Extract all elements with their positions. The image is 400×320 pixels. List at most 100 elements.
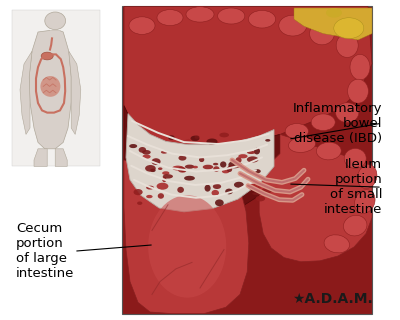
Polygon shape — [20, 51, 32, 134]
Ellipse shape — [220, 161, 226, 168]
Polygon shape — [294, 8, 372, 40]
Ellipse shape — [288, 137, 316, 152]
FancyBboxPatch shape — [122, 6, 372, 314]
Ellipse shape — [156, 183, 168, 190]
Ellipse shape — [157, 10, 183, 26]
Text: Ileum
portion
of small
intestine: Ileum portion of small intestine — [324, 158, 382, 216]
Ellipse shape — [181, 168, 186, 172]
Polygon shape — [12, 10, 100, 166]
Ellipse shape — [204, 185, 211, 192]
Ellipse shape — [344, 215, 367, 236]
Ellipse shape — [247, 151, 256, 154]
Text: ★A.D.A.M.: ★A.D.A.M. — [292, 292, 372, 306]
Ellipse shape — [344, 148, 366, 168]
Ellipse shape — [248, 184, 259, 190]
Polygon shape — [50, 30, 60, 38]
Ellipse shape — [186, 7, 214, 22]
Ellipse shape — [225, 188, 233, 194]
Polygon shape — [124, 144, 249, 314]
Ellipse shape — [247, 156, 258, 163]
Ellipse shape — [248, 11, 276, 28]
Ellipse shape — [348, 79, 368, 103]
Ellipse shape — [194, 135, 200, 139]
Ellipse shape — [324, 235, 350, 253]
Ellipse shape — [41, 52, 53, 60]
Ellipse shape — [316, 142, 341, 160]
Ellipse shape — [336, 34, 358, 58]
Ellipse shape — [184, 176, 195, 180]
Ellipse shape — [129, 17, 155, 35]
Ellipse shape — [45, 12, 66, 30]
Ellipse shape — [168, 135, 175, 140]
Ellipse shape — [219, 132, 229, 137]
Ellipse shape — [40, 76, 60, 97]
Ellipse shape — [222, 170, 230, 173]
Polygon shape — [124, 6, 372, 146]
Ellipse shape — [256, 196, 265, 201]
Ellipse shape — [238, 154, 248, 158]
Ellipse shape — [218, 8, 245, 24]
Ellipse shape — [358, 165, 377, 188]
Ellipse shape — [228, 165, 239, 168]
Ellipse shape — [336, 103, 359, 123]
Ellipse shape — [311, 114, 335, 131]
Ellipse shape — [148, 195, 226, 298]
Ellipse shape — [134, 189, 143, 195]
Polygon shape — [259, 134, 372, 262]
Ellipse shape — [146, 195, 153, 198]
Ellipse shape — [213, 166, 220, 172]
Ellipse shape — [129, 144, 137, 148]
Ellipse shape — [142, 155, 151, 159]
Ellipse shape — [215, 199, 224, 206]
Polygon shape — [126, 114, 274, 212]
Ellipse shape — [145, 165, 156, 172]
Polygon shape — [69, 51, 81, 134]
Ellipse shape — [162, 171, 170, 175]
Ellipse shape — [185, 139, 192, 142]
Ellipse shape — [212, 190, 219, 196]
Ellipse shape — [146, 186, 154, 189]
Ellipse shape — [163, 174, 173, 179]
Ellipse shape — [185, 164, 194, 169]
Ellipse shape — [152, 158, 161, 165]
Ellipse shape — [190, 136, 200, 141]
Ellipse shape — [192, 166, 198, 168]
Ellipse shape — [254, 169, 261, 173]
Ellipse shape — [213, 163, 218, 165]
Ellipse shape — [262, 188, 272, 193]
Ellipse shape — [310, 22, 334, 45]
Ellipse shape — [137, 202, 142, 205]
Polygon shape — [55, 149, 67, 166]
Ellipse shape — [178, 167, 186, 172]
Ellipse shape — [285, 124, 308, 139]
Ellipse shape — [203, 165, 213, 169]
Ellipse shape — [199, 157, 204, 162]
Ellipse shape — [162, 177, 166, 182]
Ellipse shape — [237, 163, 242, 166]
Ellipse shape — [234, 182, 244, 188]
Ellipse shape — [158, 193, 164, 199]
Ellipse shape — [161, 151, 168, 154]
Ellipse shape — [236, 157, 242, 163]
Ellipse shape — [250, 184, 261, 189]
Ellipse shape — [177, 187, 184, 193]
Ellipse shape — [228, 162, 235, 168]
Ellipse shape — [227, 166, 232, 172]
Ellipse shape — [142, 150, 151, 155]
Ellipse shape — [354, 190, 375, 213]
Text: Inflammatory
bowel
disease (IBD): Inflammatory bowel disease (IBD) — [292, 102, 382, 145]
Ellipse shape — [139, 147, 146, 153]
Ellipse shape — [178, 156, 186, 161]
Ellipse shape — [150, 169, 156, 172]
Ellipse shape — [213, 184, 221, 189]
Ellipse shape — [206, 139, 218, 145]
Polygon shape — [34, 149, 47, 166]
Ellipse shape — [326, 8, 342, 18]
Ellipse shape — [265, 139, 270, 142]
Ellipse shape — [252, 192, 263, 195]
Text: Cecum
portion
of large
intestine: Cecum portion of large intestine — [16, 222, 74, 280]
Ellipse shape — [172, 166, 184, 171]
Polygon shape — [124, 106, 280, 221]
Ellipse shape — [158, 167, 162, 170]
Ellipse shape — [350, 54, 370, 80]
